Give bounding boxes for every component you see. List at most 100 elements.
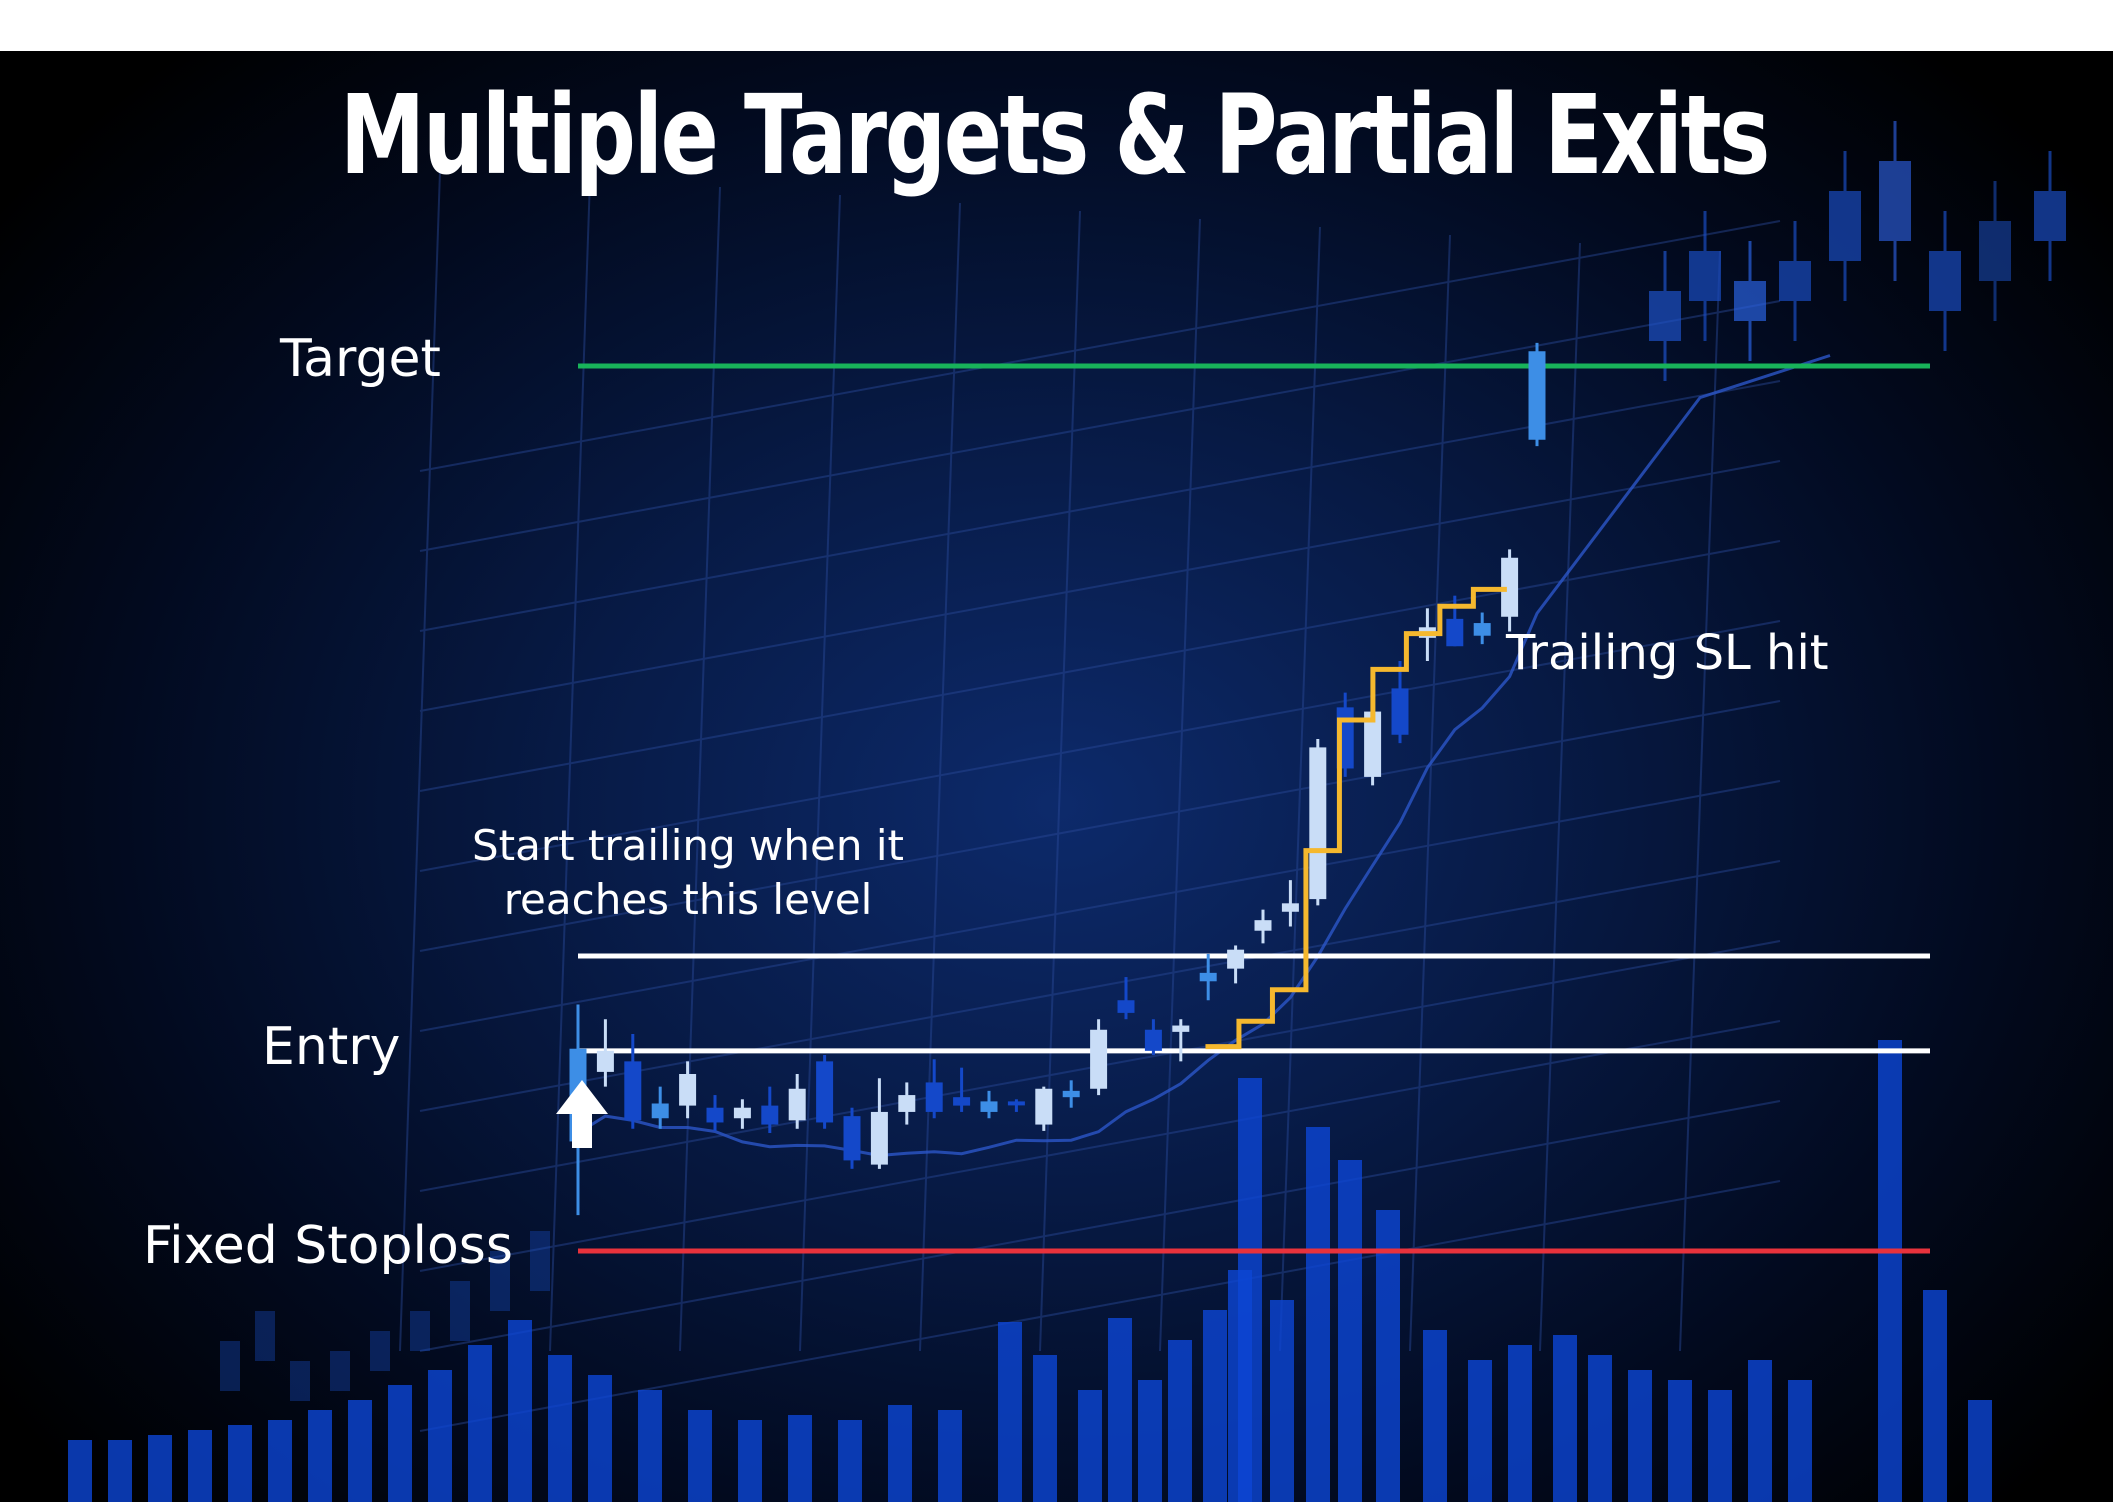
candle: [1062, 1080, 1080, 1108]
volume-bar: [1078, 1390, 1102, 1502]
volume-bar: [1968, 1400, 1992, 1502]
volume-bar: [548, 1355, 572, 1502]
grid-line-vertical: [679, 186, 721, 1352]
candle: [816, 1055, 834, 1129]
candle-body: [1254, 920, 1272, 931]
grid-line-vertical: [1409, 234, 1451, 1352]
candle-body: [816, 1061, 834, 1123]
grid-line-horizontal: [419, 460, 1781, 712]
grid-line-horizontal: [419, 300, 1781, 552]
candle-body: [1090, 1029, 1108, 1089]
volume-bar: [1168, 1340, 1192, 1502]
candle-body: [1528, 351, 1546, 440]
candle-body: [788, 1088, 806, 1121]
grid-line-vertical: [549, 178, 591, 1352]
grid-line-horizontal: [419, 860, 1781, 1112]
volume-bar: [1376, 1210, 1400, 1502]
candle-body: [925, 1082, 943, 1112]
background-candle: [450, 1281, 470, 1341]
volume-bar: [388, 1385, 412, 1502]
volume-bar: [1306, 1127, 1330, 1502]
candle: [1473, 612, 1491, 645]
background-decor: [68, 121, 2066, 1502]
candle: [925, 1059, 943, 1119]
grid-line-horizontal: [419, 1100, 1781, 1352]
grid-line-horizontal: [419, 220, 1781, 472]
start-trailing-label: Start trailing when it reaches this leve…: [468, 821, 908, 925]
candle-body: [1172, 1025, 1190, 1032]
candle-body: [679, 1074, 697, 1106]
volume-bar: [148, 1435, 172, 1502]
candle-body: [898, 1095, 916, 1112]
candle: [870, 1078, 888, 1169]
up-arrow-icon: [556, 1080, 608, 1148]
volume-bar: [1423, 1330, 1447, 1502]
candle-body: [1062, 1090, 1080, 1098]
candle: [1309, 738, 1327, 906]
candle-body: [733, 1107, 751, 1119]
candle: [1090, 1019, 1108, 1096]
moving-average-line: [577, 354, 1831, 1158]
candle-body: [1035, 1088, 1053, 1125]
candle: [596, 1019, 614, 1087]
candle: [1528, 342, 1546, 447]
candle-body: [1364, 711, 1382, 777]
candle-body: [1117, 1000, 1135, 1013]
volume-bar: [108, 1440, 132, 1502]
grid-line-horizontal: [419, 540, 1781, 792]
page-title: Multiple Targets & Partial Exits: [339, 71, 1770, 199]
volume-bar: [1468, 1360, 1492, 1502]
background-candle: [490, 1251, 510, 1311]
candle-body: [1007, 1101, 1025, 1106]
grid-line-vertical: [919, 202, 961, 1352]
candle: [788, 1074, 806, 1129]
grid-line-horizontal: [419, 780, 1781, 1032]
start-trailing-line-2: reaches this level: [503, 875, 873, 925]
start-trailing-line-1: Start trailing when it: [472, 821, 904, 870]
candle-body: [953, 1097, 971, 1106]
volume-bar: [1338, 1160, 1362, 1502]
grid-line-horizontal: [419, 380, 1781, 632]
grid-line-horizontal: [419, 1180, 1781, 1432]
trailing-sl-hit-label: Trailing SL hit: [1506, 625, 1829, 681]
volume-bar: [888, 1405, 912, 1502]
candle: [1254, 909, 1272, 944]
candle: [679, 1061, 697, 1119]
volume-bar: [1270, 1300, 1294, 1502]
volume-bar: [348, 1400, 372, 1502]
volume-bar: [688, 1410, 712, 1502]
grid-line-horizontal: [419, 620, 1781, 872]
candle-body: [1227, 949, 1245, 969]
grid-line-vertical: [799, 194, 841, 1352]
volume-bar: [1628, 1370, 1652, 1502]
candle-body: [1446, 618, 1464, 647]
candle: [1227, 945, 1245, 984]
candle-body: [980, 1101, 998, 1112]
background-candle: [410, 1311, 430, 1351]
background-candle: [290, 1361, 310, 1401]
grid-line-vertical: [1679, 250, 1721, 1352]
volume-bar: [428, 1370, 452, 1502]
candle: [733, 1099, 751, 1129]
candle: [1172, 1019, 1190, 1062]
candle-body: [1473, 623, 1491, 636]
volume-bar: [838, 1420, 862, 1502]
grid-line-vertical: [1279, 226, 1321, 1352]
fixed-stoploss-label: Fixed Stoploss: [143, 1216, 513, 1276]
candle: [1501, 549, 1519, 632]
volume-bar: [1748, 1360, 1772, 1502]
candle: [1117, 977, 1135, 1020]
candle-body: [651, 1103, 669, 1119]
volume-bar: [1708, 1390, 1732, 1502]
candle-body: [1501, 557, 1519, 617]
volume-bar: [1878, 1040, 1902, 1502]
volume-bar: [1588, 1355, 1612, 1502]
candle: [761, 1086, 779, 1133]
candle: [1281, 880, 1299, 927]
volume-bar: [1508, 1345, 1532, 1502]
volume-bar: [468, 1345, 492, 1502]
volume-bar: [1553, 1335, 1577, 1502]
volume-bar: [588, 1375, 612, 1502]
candle: [953, 1067, 971, 1112]
candle: [1007, 1099, 1025, 1112]
